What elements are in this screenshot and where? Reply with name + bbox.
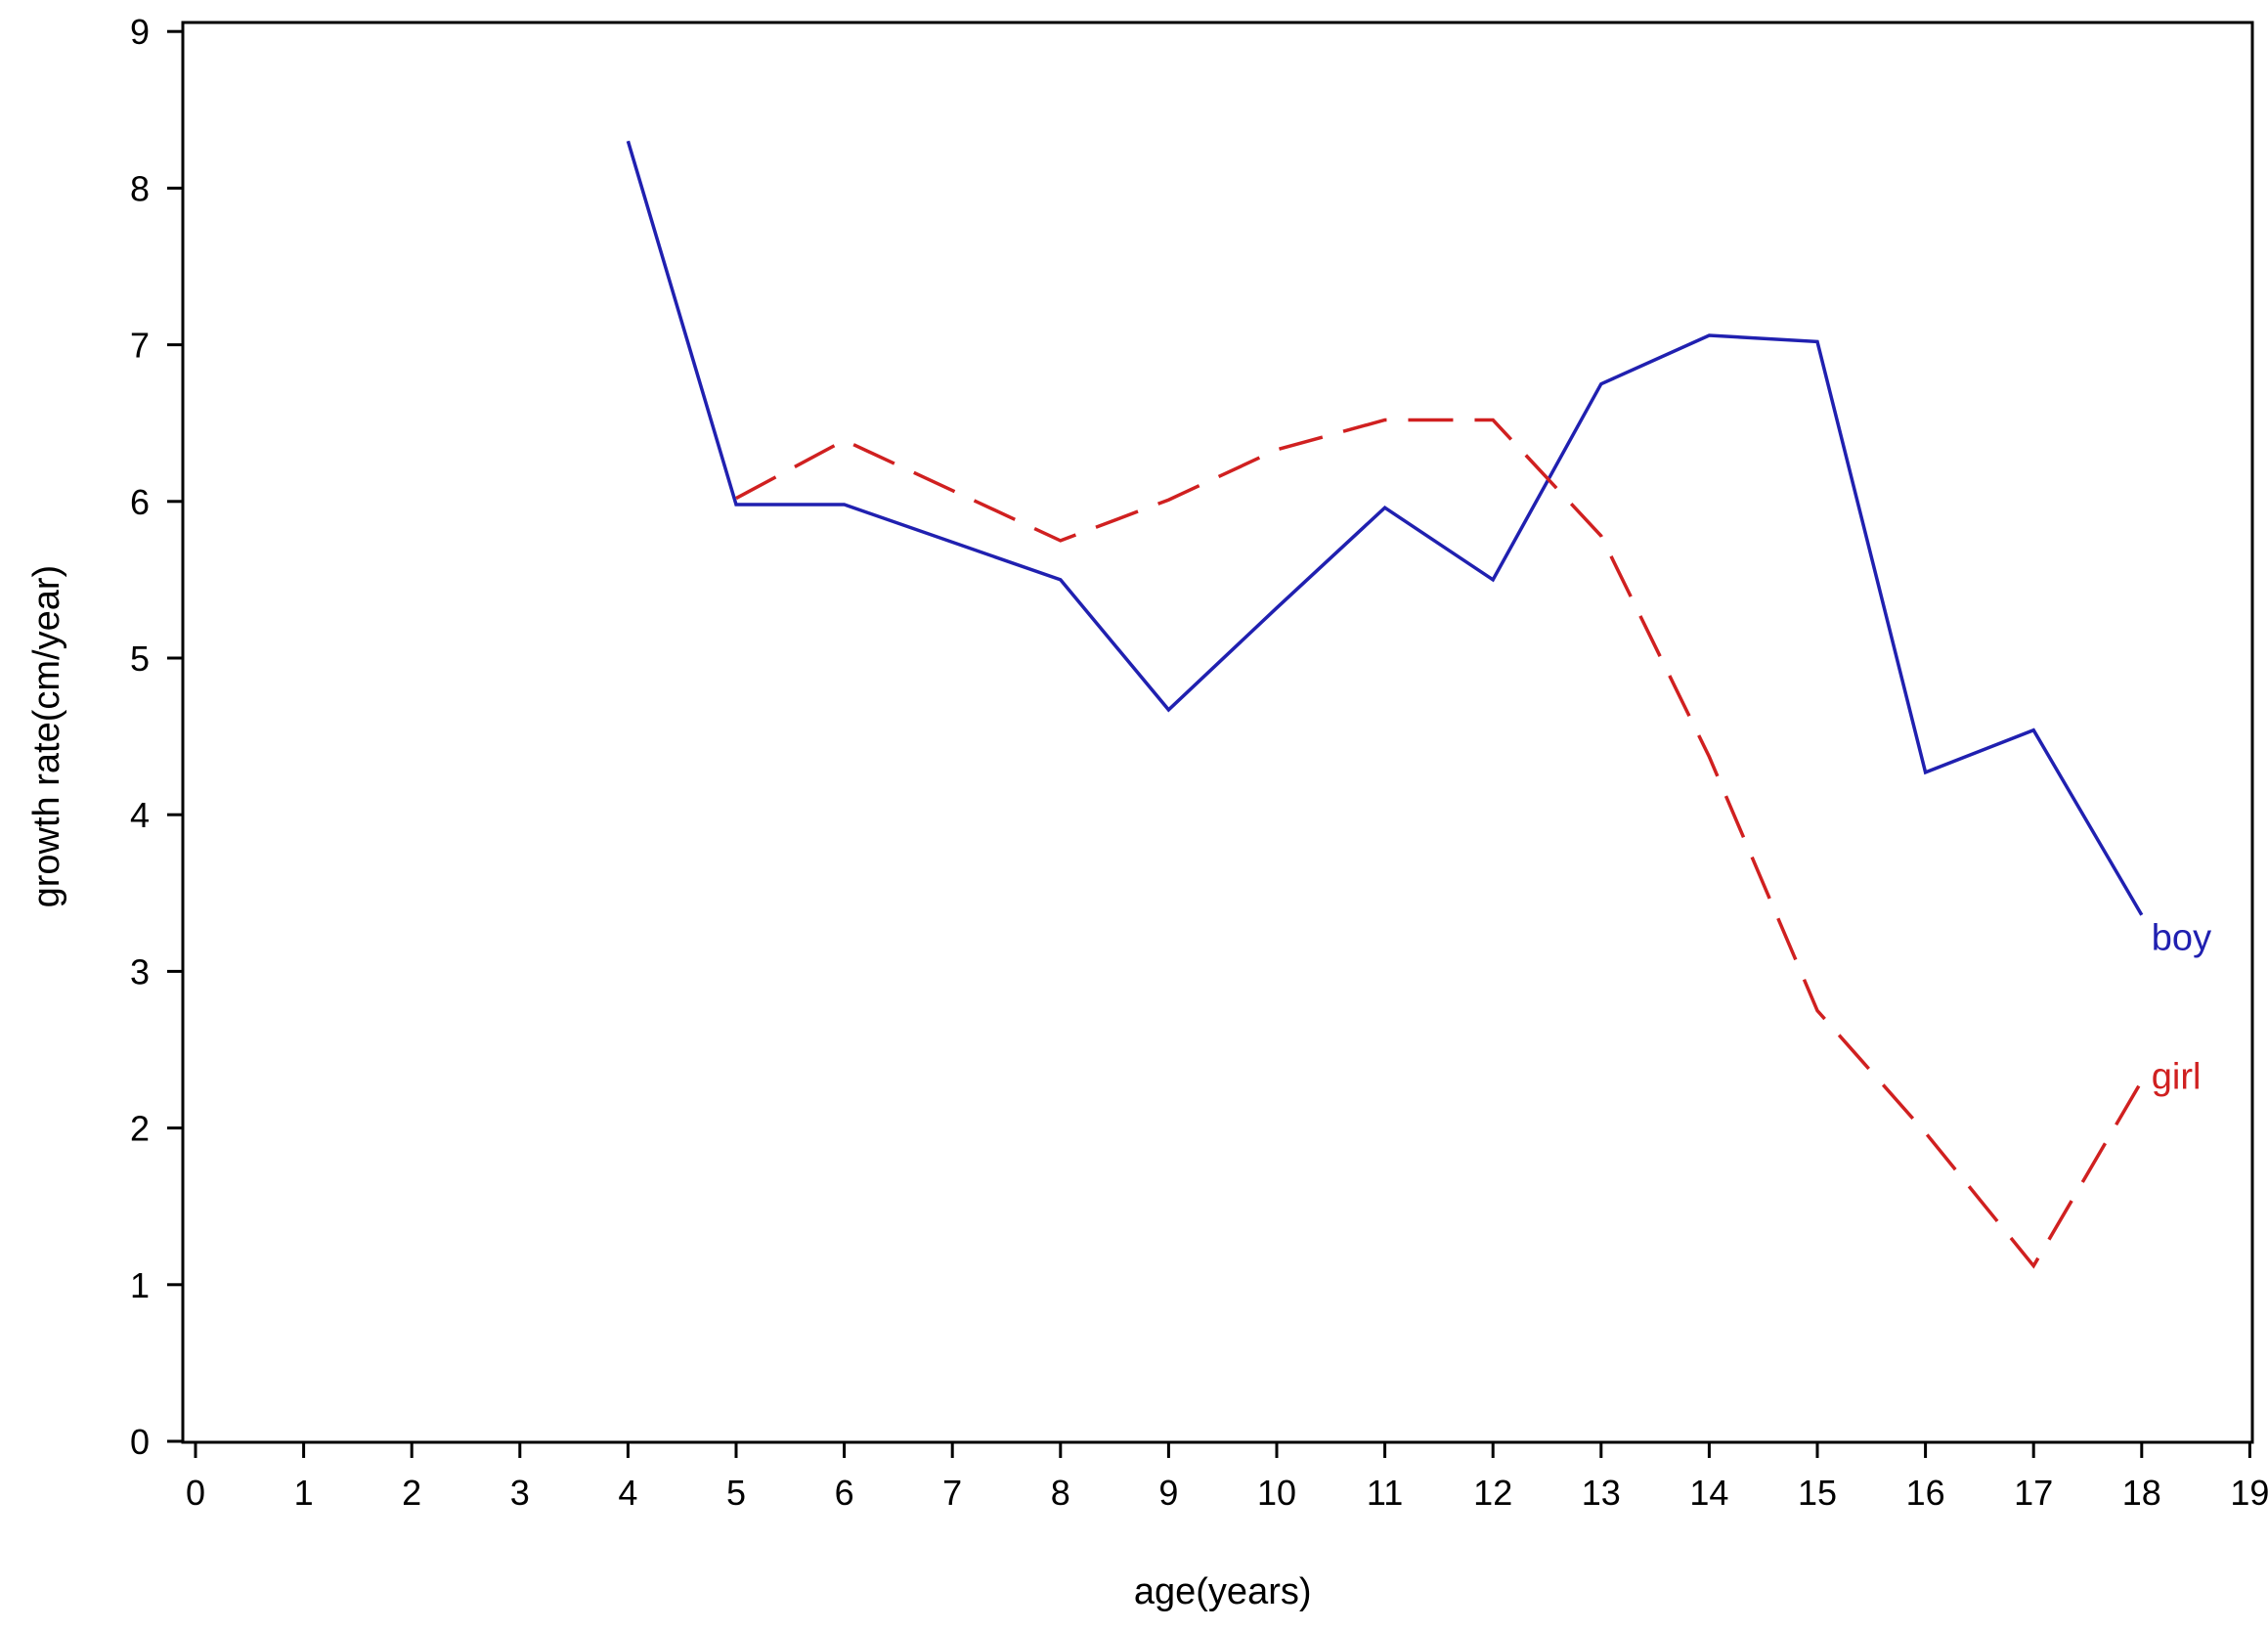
- y-tick-label: 6: [130, 482, 150, 522]
- x-tick-label: 15: [1798, 1473, 1837, 1513]
- x-tick-label: 6: [835, 1473, 854, 1513]
- data-point-girl: [1814, 1007, 1820, 1013]
- data-point-girl: [1165, 497, 1171, 503]
- data-point-boy: [1274, 605, 1280, 611]
- x-tick-label: 19: [2230, 1473, 2268, 1513]
- y-tick-label: 7: [130, 326, 150, 366]
- data-point-boy: [1598, 381, 1604, 387]
- y-tick-label: 3: [130, 951, 150, 992]
- series-layer: boy girl: [625, 138, 2211, 1269]
- y-tick-label: 0: [130, 1422, 150, 1462]
- x-tick-label: 14: [1689, 1473, 1728, 1513]
- data-point-boy: [625, 138, 631, 144]
- y-tick-label: 8: [130, 168, 150, 208]
- data-point-boy: [1490, 577, 1496, 583]
- x-tick-label: 7: [942, 1473, 962, 1513]
- series-girl: girl: [733, 417, 2202, 1269]
- y-tick-label: 1: [130, 1265, 150, 1305]
- x-tick-label: 1: [294, 1473, 314, 1513]
- x-tick-label: 11: [1367, 1473, 1403, 1513]
- data-point-boy: [1706, 332, 1712, 338]
- x-tick-label: 13: [1582, 1473, 1621, 1513]
- data-point-girl: [2030, 1263, 2036, 1269]
- y-tick-label: 4: [130, 795, 150, 835]
- data-point-girl: [2139, 1079, 2145, 1084]
- series-line-girl: [735, 418, 2144, 1269]
- data-point-girl: [1382, 417, 1388, 422]
- y-tick-label: 2: [130, 1109, 150, 1149]
- plot-frame: [181, 21, 2254, 1444]
- data-point-boy: [1814, 338, 1820, 344]
- x-tick-label: 8: [1051, 1473, 1070, 1513]
- y-tick-label: 9: [130, 12, 150, 52]
- data-point-girl: [842, 437, 848, 443]
- data-point-boy: [733, 502, 739, 507]
- data-point-girl: [1706, 754, 1712, 760]
- x-axis: 0 1 2 3 4 5 6 7 8 9 10 11 12 13 14 15 16 17 18 19: [186, 1442, 2268, 1513]
- y-axis-title: growth rate(cm/year): [26, 565, 67, 908]
- data-point-girl: [1490, 417, 1496, 422]
- data-point-boy: [842, 502, 848, 507]
- x-tick-label: 10: [1257, 1473, 1296, 1513]
- x-tick-label: 5: [726, 1473, 746, 1513]
- data-point-boy: [2139, 912, 2145, 918]
- series-line-boy: [626, 140, 2144, 916]
- x-tick-label: 3: [510, 1473, 530, 1513]
- data-point-boy: [2030, 727, 2036, 733]
- y-axis: 0 1 2 3 4 5 6 7 8 9: [130, 12, 183, 1462]
- data-point-girl: [1923, 1129, 1929, 1135]
- data-point-girl: [733, 496, 739, 502]
- data-point-boy: [1165, 707, 1171, 713]
- data-point-boy: [1382, 505, 1388, 510]
- x-tick-label: 12: [1473, 1473, 1512, 1513]
- x-tick-label: 0: [186, 1473, 205, 1513]
- series-label-boy: boy: [2152, 918, 2211, 959]
- series-boy: boy: [625, 138, 2211, 959]
- data-point-girl: [1058, 538, 1064, 544]
- x-tick-label: 18: [2122, 1473, 2161, 1513]
- x-tick-label: 16: [1906, 1473, 1945, 1513]
- y-tick-label: 5: [130, 639, 150, 679]
- data-point-boy: [1923, 770, 1929, 775]
- x-tick-label: 9: [1158, 1473, 1178, 1513]
- data-point-boy: [1058, 577, 1064, 583]
- data-point-girl: [1598, 533, 1604, 539]
- x-tick-label: 17: [2014, 1473, 2053, 1513]
- data-point-girl: [1274, 447, 1280, 453]
- x-axis-title: age(years): [1134, 1571, 1312, 1612]
- x-tick-label: 2: [402, 1473, 421, 1513]
- x-tick-label: 4: [618, 1473, 637, 1513]
- series-label-girl: girl: [2152, 1057, 2202, 1098]
